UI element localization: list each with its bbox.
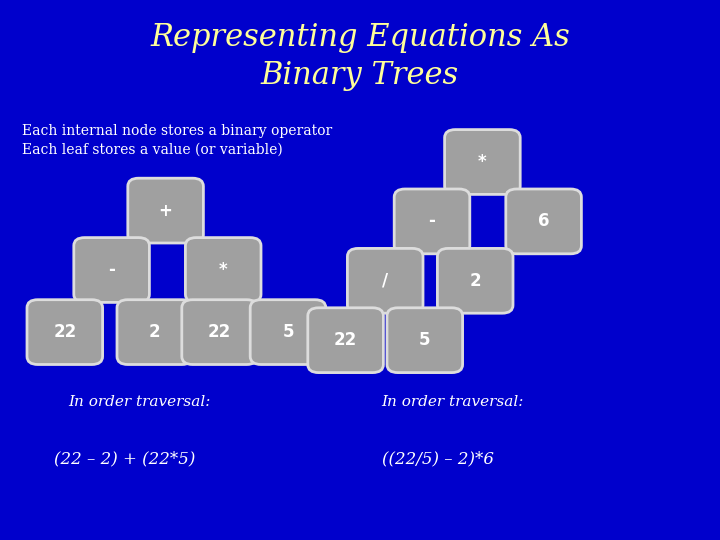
Text: /: / [382, 272, 388, 290]
Text: -: - [428, 212, 436, 231]
Text: Representing Equations As
Binary Trees: Representing Equations As Binary Trees [150, 22, 570, 91]
Text: In order traversal:: In order traversal: [68, 395, 211, 409]
Text: ((22/5) – 2)*6: ((22/5) – 2)*6 [382, 450, 494, 468]
Text: Each internal node stores a binary operator
Each leaf stores a value (or variabl: Each internal node stores a binary opera… [22, 124, 332, 157]
Text: 22: 22 [53, 323, 76, 341]
Text: 5: 5 [282, 323, 294, 341]
FancyBboxPatch shape [387, 308, 462, 373]
Text: In order traversal:: In order traversal: [382, 395, 524, 409]
FancyBboxPatch shape [186, 238, 261, 302]
Text: (22 – 2) + (22*5): (22 – 2) + (22*5) [54, 450, 195, 468]
FancyBboxPatch shape [251, 300, 325, 365]
Text: 22: 22 [334, 331, 357, 349]
Text: +: + [158, 201, 173, 220]
Text: -: - [108, 261, 115, 279]
FancyBboxPatch shape [505, 189, 582, 254]
Text: *: * [478, 153, 487, 171]
FancyBboxPatch shape [348, 248, 423, 313]
Text: *: * [219, 261, 228, 279]
FancyBboxPatch shape [445, 130, 521, 194]
Text: 2: 2 [149, 323, 161, 341]
FancyBboxPatch shape [181, 300, 258, 365]
FancyBboxPatch shape [438, 248, 513, 313]
FancyBboxPatch shape [73, 238, 150, 302]
Text: 2: 2 [469, 272, 481, 290]
FancyBboxPatch shape [395, 189, 469, 254]
FancyBboxPatch shape [308, 308, 383, 373]
Text: 6: 6 [538, 212, 549, 231]
FancyBboxPatch shape [27, 300, 102, 365]
FancyBboxPatch shape [117, 300, 192, 365]
Text: 5: 5 [419, 331, 431, 349]
FancyBboxPatch shape [128, 178, 203, 243]
Text: 22: 22 [208, 323, 231, 341]
